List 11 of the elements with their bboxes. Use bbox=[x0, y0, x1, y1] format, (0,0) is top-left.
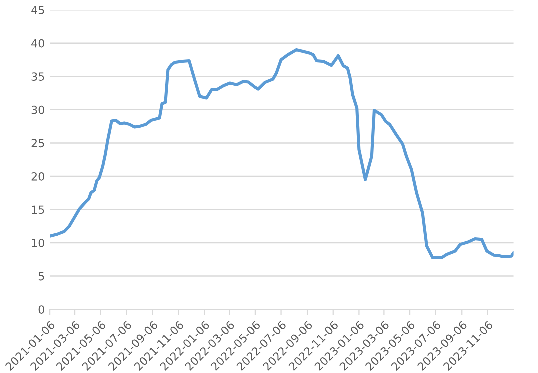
y-tick-label: 10 bbox=[32, 239, 44, 248]
y-tick-label: 15 bbox=[32, 206, 44, 214]
y-tick-label: 5 bbox=[38, 272, 44, 281]
y-tick-label: 35 bbox=[32, 72, 44, 82]
y-tick-label: 30 bbox=[32, 106, 44, 114]
y-tick-label: 45 bbox=[32, 6, 44, 14]
y-tick-label: 40 bbox=[32, 39, 44, 48]
y-tick-label: 20 bbox=[32, 172, 44, 181]
line-series bbox=[50, 48, 514, 260]
y-tick-label: 0 bbox=[38, 306, 44, 314]
y-tick-label: 25 bbox=[32, 139, 44, 148]
